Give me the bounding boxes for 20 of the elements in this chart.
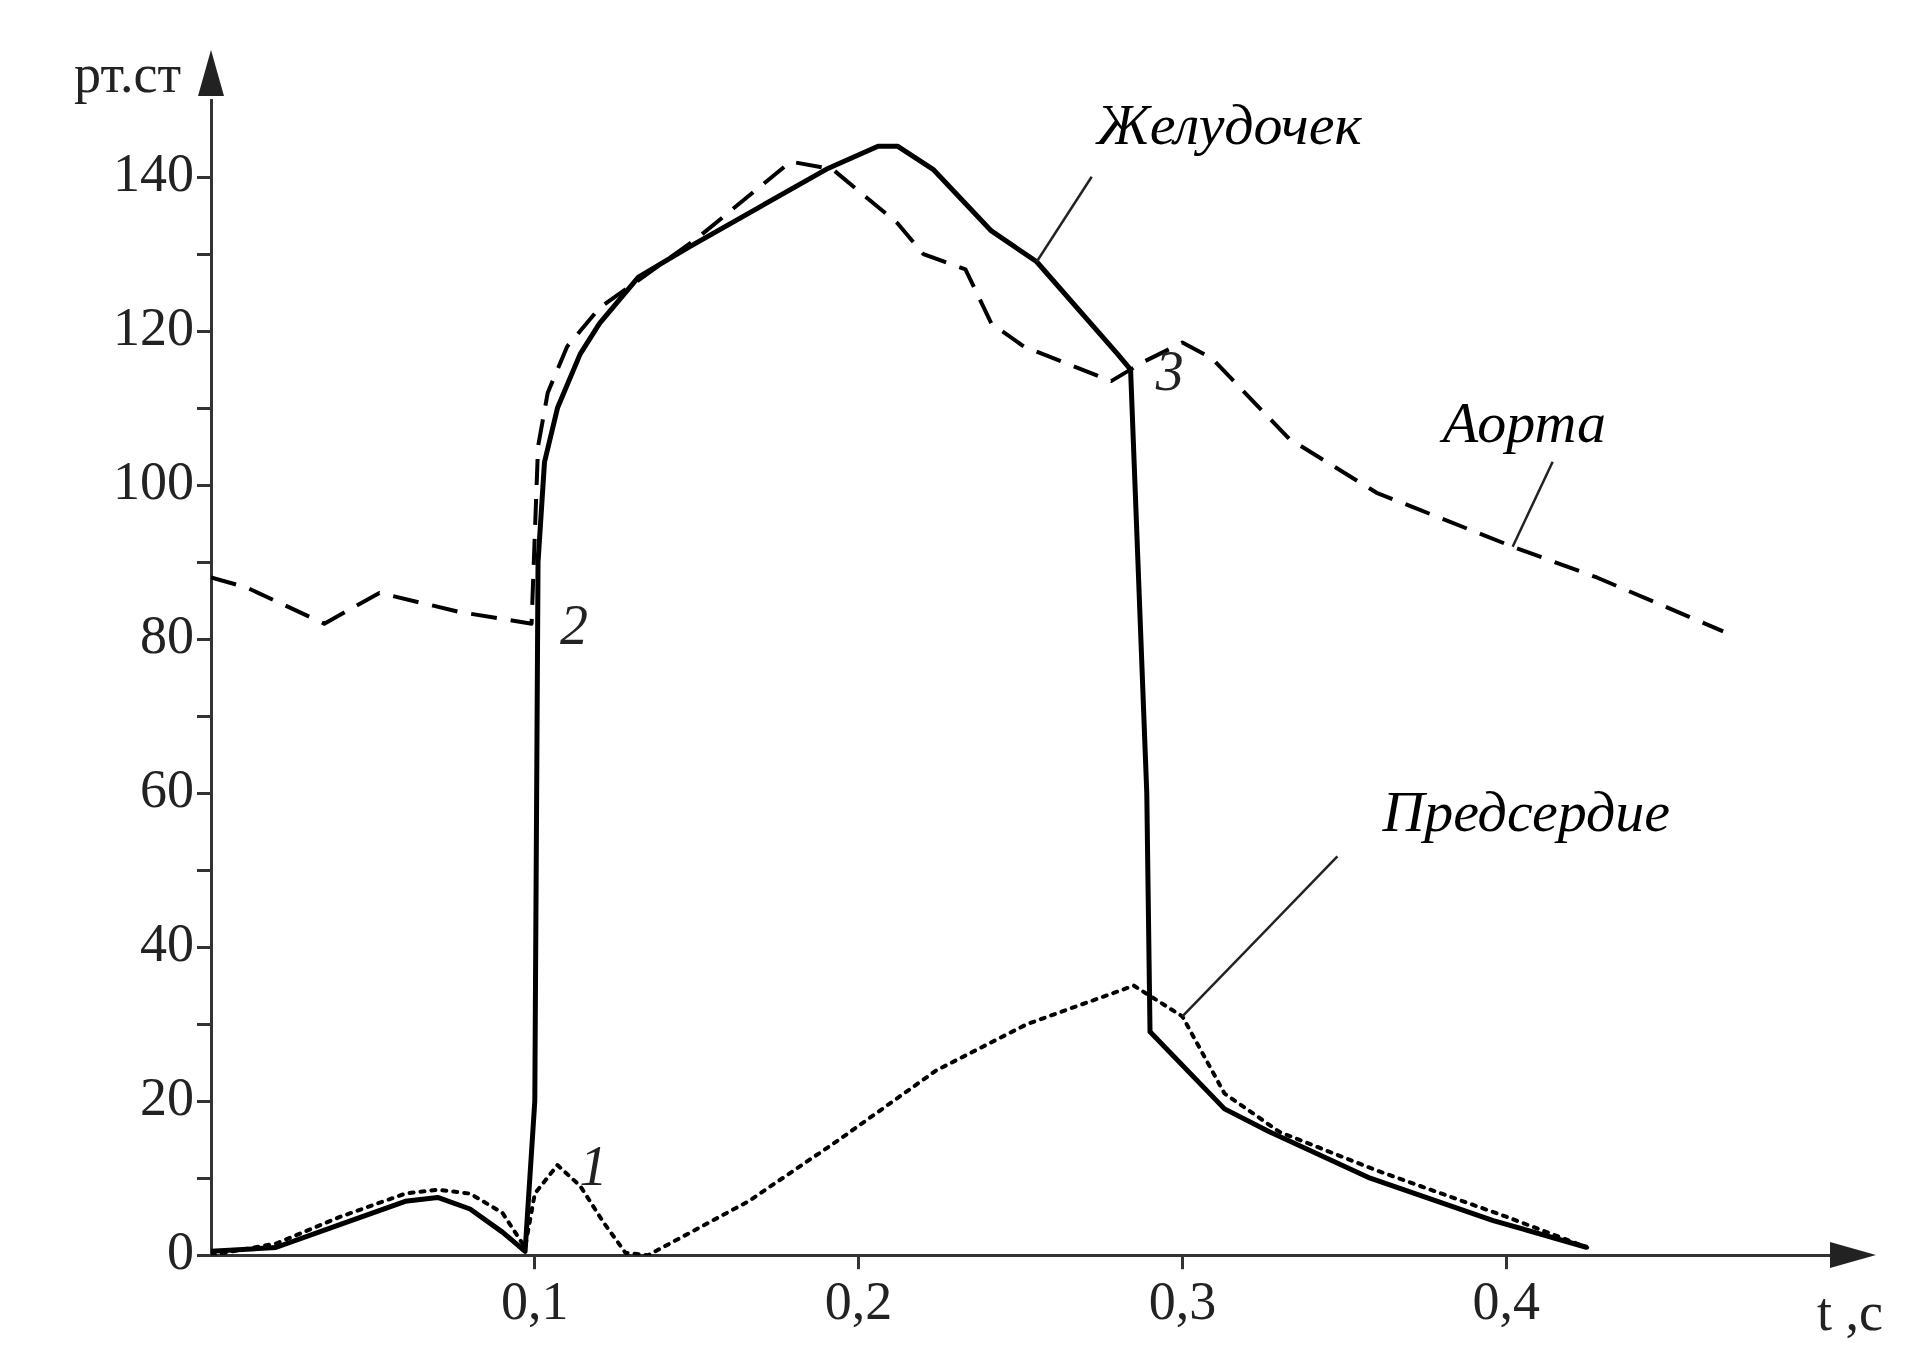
y-tick-label: 60 <box>140 759 194 820</box>
y-tick-label: 0 <box>167 1221 194 1282</box>
annotation: 3 <box>1154 339 1184 402</box>
text: Предсердие <box>1381 779 1670 845</box>
y-tick-label: 80 <box>140 605 194 666</box>
y-tick-label: 100 <box>113 451 194 512</box>
x-tick-label: 0,4 <box>1472 1270 1540 1331</box>
x-tick-label: 0,2 <box>824 1270 893 1331</box>
annotation: 2 <box>560 593 589 656</box>
y-tick-label: 40 <box>140 913 194 974</box>
x-tick-label: 0,1 <box>501 1270 569 1331</box>
text: Желудочек <box>1094 91 1363 157</box>
series-label: Аорта <box>1438 389 1607 455</box>
y-tick-label: 120 <box>113 297 194 358</box>
y-axis-title: рт.ст <box>74 44 181 104</box>
y-tick-label: 20 <box>140 1067 194 1128</box>
annotation: 1 <box>579 1135 608 1198</box>
x-tick-label: 0,3 <box>1148 1270 1217 1331</box>
y-tick-label: 140 <box>113 143 194 204</box>
x-axis-title: t ,c <box>1817 1282 1883 1343</box>
